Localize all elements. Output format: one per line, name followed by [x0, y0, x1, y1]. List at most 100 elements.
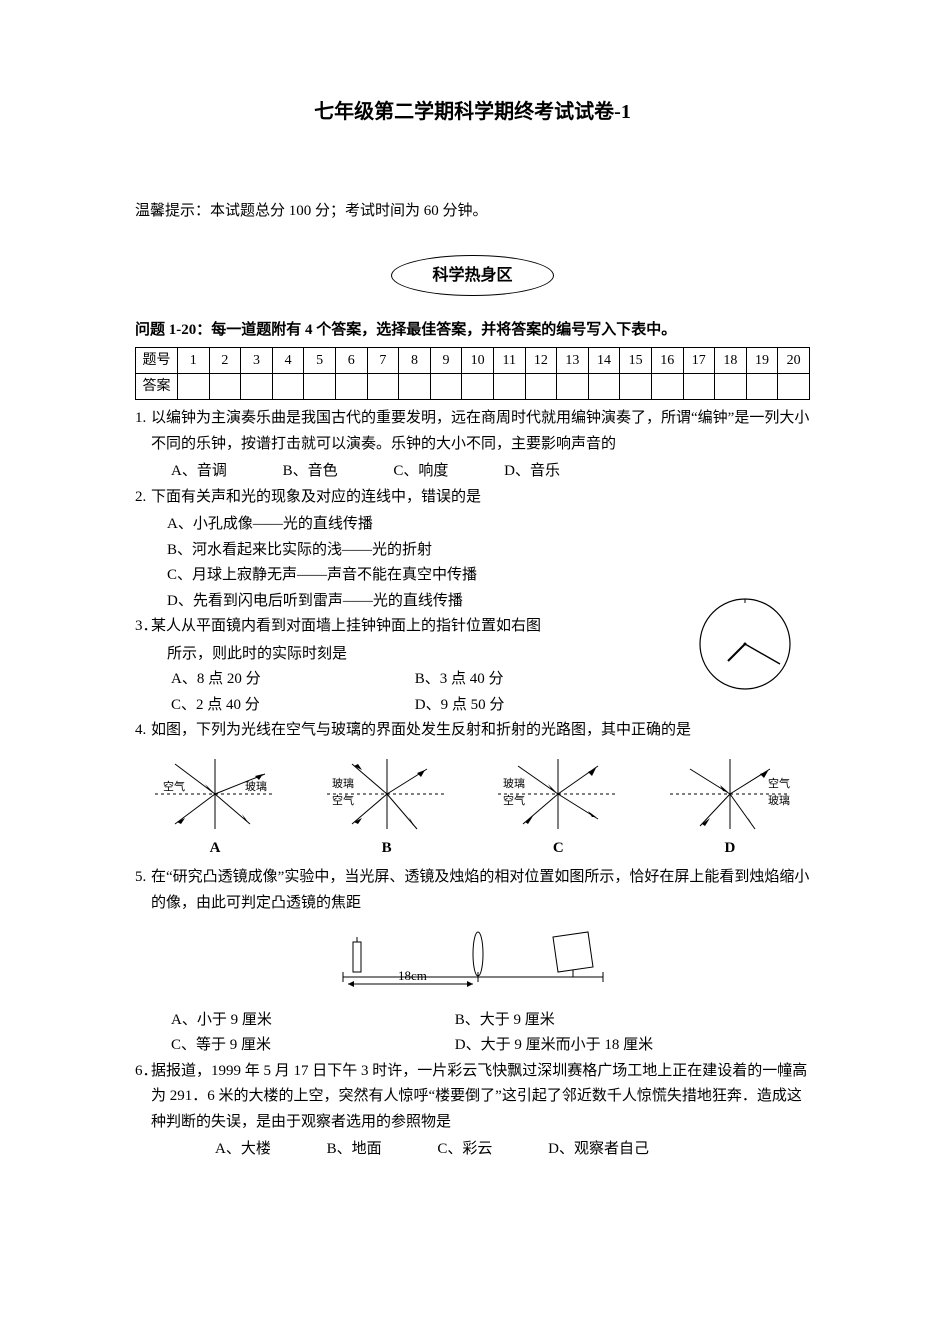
answer-grid: 题号 1 2 3 4 5 6 7 8 9 10 11 12 13 14 15 1…	[135, 347, 810, 400]
grid-cell: 11	[493, 348, 525, 374]
grid-cell[interactable]	[778, 374, 810, 400]
q5-num: 5.	[135, 865, 146, 891]
q5-text: 在“研究凸透镜成像”实验中，当光屏、透镜及烛焰的相对位置如图所示，恰好在屏上能看…	[151, 869, 809, 911]
grid-row-answers: 答案	[136, 374, 810, 400]
q6-opt-d: D、观察者自己	[548, 1137, 649, 1163]
q4-num: 4.	[135, 718, 146, 744]
section-bubble-wrap: 科学热身区	[135, 255, 810, 296]
grid-cell[interactable]	[462, 374, 494, 400]
grid-cell[interactable]	[335, 374, 367, 400]
grid-label-ans: 答案	[136, 374, 178, 400]
instruction-text: 问题 1-20：每一道题附有 4 个答案，选择最佳答案，并将答案的编号写入下表中…	[135, 318, 810, 344]
grid-cell[interactable]	[746, 374, 778, 400]
svg-text:玻璃: 玻璃	[768, 793, 790, 807]
q6-options: A、大楼 B、地面 C、彩云 D、观察者自己	[135, 1137, 810, 1163]
grid-cell[interactable]	[683, 374, 715, 400]
q2-opt-c: C、月球上寂静无声――声音不能在真空中传播	[135, 563, 810, 589]
grid-cell: 13	[557, 348, 589, 374]
section-bubble: 科学热身区	[391, 255, 553, 296]
svg-text:玻璃: 玻璃	[503, 776, 525, 790]
q1-opt-c: C、响度	[393, 459, 448, 485]
question-4: 4. 如图，下列为光线在空气与玻璃的界面处发生反射和折射的光路图，其中正确的是	[135, 718, 810, 744]
grid-cell[interactable]	[178, 374, 210, 400]
grid-cell: 6	[335, 348, 367, 374]
q6-text: 据报道，1999 年 5 月 17 日下午 3 时许，一片彩云飞快飘过深圳赛格广…	[151, 1063, 807, 1130]
q3-opts-row2: C、2 点 40 分 D、9 点 50 分	[135, 693, 680, 719]
q6-num: 6．	[135, 1059, 158, 1085]
q6-opt-a: A、大楼	[215, 1137, 271, 1163]
grid-cell[interactable]	[588, 374, 620, 400]
q4-label-c: C	[488, 836, 628, 862]
q4-diagrams: 空气 玻璃 A 玻璃 空气 B 玻璃 空气 C	[135, 754, 810, 862]
q4-dia-d: 空气 玻璃 D	[660, 754, 800, 862]
q1-num: 1.	[135, 406, 146, 432]
q2-opt-d: D、先看到闪电后听到雷声――光的直线传播	[135, 589, 680, 615]
grid-cell: 10	[462, 348, 494, 374]
clock-figure	[690, 589, 810, 709]
q4-label-a: A	[145, 836, 285, 862]
grid-cell: 17	[683, 348, 715, 374]
q1-text: 以编钟为主演奏乐曲是我国古代的重要发明，远在商周时代就用编钟演奏了，所谓“编钟”…	[151, 410, 809, 452]
grid-cell[interactable]	[493, 374, 525, 400]
grid-label-num: 题号	[136, 348, 178, 374]
q5-opt-a: A、小于 9 厘米	[171, 1008, 451, 1034]
grid-cell[interactable]	[557, 374, 589, 400]
question-5: 5. 在“研究凸透镜成像”实验中，当光屏、透镜及烛焰的相对位置如图所示，恰好在屏…	[135, 865, 810, 916]
q6-opt-b: B、地面	[327, 1137, 382, 1163]
q3-opt-b: B、3 点 40 分	[415, 667, 655, 693]
q1-opt-b: B、音色	[283, 459, 338, 485]
grid-cell: 4	[272, 348, 304, 374]
q4-dia-b: 玻璃 空气 B	[317, 754, 457, 862]
q3-text1: 某人从平面镜内看到对面墙上挂钟钟面上的指针位置如右图	[151, 618, 541, 634]
grid-cell[interactable]	[651, 374, 683, 400]
svg-text:玻璃: 玻璃	[332, 776, 354, 790]
grid-cell[interactable]	[399, 374, 431, 400]
grid-cell: 8	[399, 348, 431, 374]
q3-opts-row1: A、8 点 20 分 B、3 点 40 分	[135, 667, 680, 693]
q3-block: D、先看到闪电后听到雷声――光的直线传播 3． 某人从平面镜内看到对面墙上挂钟钟…	[135, 589, 810, 719]
q3-opt-a: A、8 点 20 分	[171, 667, 411, 693]
q2-num: 2.	[135, 485, 146, 511]
grid-cell[interactable]	[209, 374, 241, 400]
q3-opt-d: D、9 点 50 分	[415, 693, 655, 719]
q2-text: 下面有关声和光的现象及对应的连线中，错误的是	[151, 489, 481, 505]
grid-cell: 9	[430, 348, 462, 374]
grid-cell: 7	[367, 348, 399, 374]
q5-figure: 18cm	[135, 922, 810, 1002]
q4-label-d: D	[660, 836, 800, 862]
q1-opt-d: D、音乐	[504, 459, 560, 485]
grid-cell[interactable]	[241, 374, 273, 400]
q4-label-b: B	[317, 836, 457, 862]
q5-opt-c: C、等于 9 厘米	[171, 1033, 451, 1059]
grid-cell: 1	[178, 348, 210, 374]
svg-text:空气: 空气	[503, 793, 525, 807]
q3-text2: 所示，则此时的实际时刻是	[135, 642, 680, 668]
grid-cell: 3	[241, 348, 273, 374]
question-3: 3． 某人从平面镜内看到对面墙上挂钟钟面上的指针位置如右图	[135, 614, 680, 640]
q4-text: 如图，下列为光线在空气与玻璃的界面处发生反射和折射的光路图，其中正确的是	[151, 722, 691, 738]
page-title: 七年级第二学期科学期终考试试卷-1	[135, 95, 810, 129]
question-6: 6． 据报道，1999 年 5 月 17 日下午 3 时许，一片彩云飞快飘过深圳…	[135, 1059, 810, 1136]
q4-dia-a: 空气 玻璃 A	[145, 754, 285, 862]
q2-opt-a: A、小孔成像――光的直线传播	[135, 512, 810, 538]
svg-text:玻璃: 玻璃	[245, 779, 267, 793]
grid-cell: 20	[778, 348, 810, 374]
grid-cell[interactable]	[715, 374, 747, 400]
grid-cell[interactable]	[272, 374, 304, 400]
grid-cell[interactable]	[525, 374, 557, 400]
grid-cell: 18	[715, 348, 747, 374]
svg-text:空气: 空气	[163, 779, 185, 793]
svg-text:空气: 空气	[768, 776, 790, 790]
grid-cell: 12	[525, 348, 557, 374]
grid-cell[interactable]	[304, 374, 336, 400]
grid-cell[interactable]	[620, 374, 652, 400]
question-1: 1. 以编钟为主演奏乐曲是我国古代的重要发明，远在商周时代就用编钟演奏了，所谓“…	[135, 406, 810, 457]
grid-cell: 16	[651, 348, 683, 374]
q1-opt-a: A、音调	[171, 459, 227, 485]
grid-cell[interactable]	[367, 374, 399, 400]
grid-cell[interactable]	[430, 374, 462, 400]
q5-opts-row1: A、小于 9 厘米 B、大于 9 厘米	[135, 1008, 810, 1034]
q5-opts-row2: C、等于 9 厘米 D、大于 9 厘米而小于 18 厘米	[135, 1033, 810, 1059]
grid-cell: 19	[746, 348, 778, 374]
grid-row-numbers: 题号 1 2 3 4 5 6 7 8 9 10 11 12 13 14 15 1…	[136, 348, 810, 374]
